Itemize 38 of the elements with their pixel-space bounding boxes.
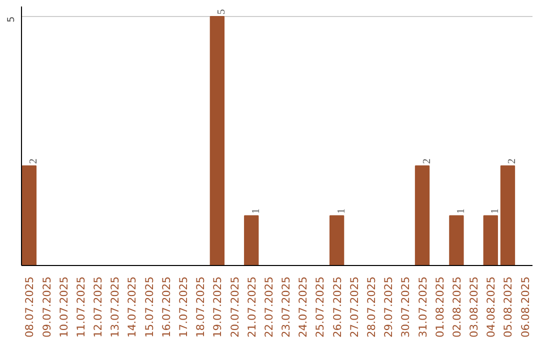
x-tick-label: 06.08.2025 [518, 276, 532, 338]
x-tick-label: 30.07.2025 [399, 276, 412, 338]
x-tick-label: 21.07.2025 [245, 276, 258, 338]
x-tick-label: 11.07.2025 [74, 276, 88, 338]
x-tick-label: 31.07.2025 [416, 276, 430, 338]
x-tick-label: 27.07.2025 [348, 276, 361, 338]
x-tick-label: 22.07.2025 [262, 276, 276, 338]
data-label: 1 [456, 208, 467, 214]
x-tick-label: 12.07.2025 [92, 276, 105, 338]
data-label: 5 [216, 9, 228, 14]
x-tick-label: 23.07.2025 [280, 276, 293, 338]
x-tick-label: 08.07.2025 [23, 276, 36, 338]
x-tick-label: 14.07.2025 [126, 276, 139, 338]
data-label: 1 [336, 208, 348, 214]
data-label: 1 [250, 208, 262, 214]
x-tick-label: 09.07.2025 [40, 276, 54, 338]
data-label: 2 [28, 158, 40, 164]
x-tick-label: 04.08.2025 [484, 276, 498, 338]
x-tick-label: 05.08.2025 [502, 276, 515, 338]
x-tick-label: 28.07.2025 [364, 276, 378, 338]
x-tick-label: 20.07.2025 [228, 276, 242, 338]
x-tick-label: 13.07.2025 [108, 276, 122, 338]
data-label: 2 [422, 158, 433, 164]
x-tick-label: 26.07.2025 [330, 276, 344, 338]
data-label: 1 [490, 208, 502, 214]
x-tick-label: 16.07.2025 [160, 276, 173, 338]
x-tick-label: 15.07.2025 [142, 276, 156, 338]
x-tick-label: 02.08.2025 [450, 276, 464, 338]
x-tick-label: 01.08.2025 [433, 276, 446, 338]
x-tick-label: 25.07.2025 [314, 276, 327, 338]
data-label: 2 [507, 158, 518, 164]
x-tick-label: 19.07.2025 [211, 276, 224, 338]
x-tick-label: 18.07.2025 [194, 276, 208, 338]
x-tick-label: 10.07.2025 [57, 276, 70, 338]
x-tick-label: 29.07.2025 [382, 276, 396, 338]
x-tick-label: 03.08.2025 [468, 276, 481, 338]
x-tick-label: 17.07.2025 [177, 276, 190, 338]
x-tick-label: 24.07.2025 [296, 276, 310, 338]
